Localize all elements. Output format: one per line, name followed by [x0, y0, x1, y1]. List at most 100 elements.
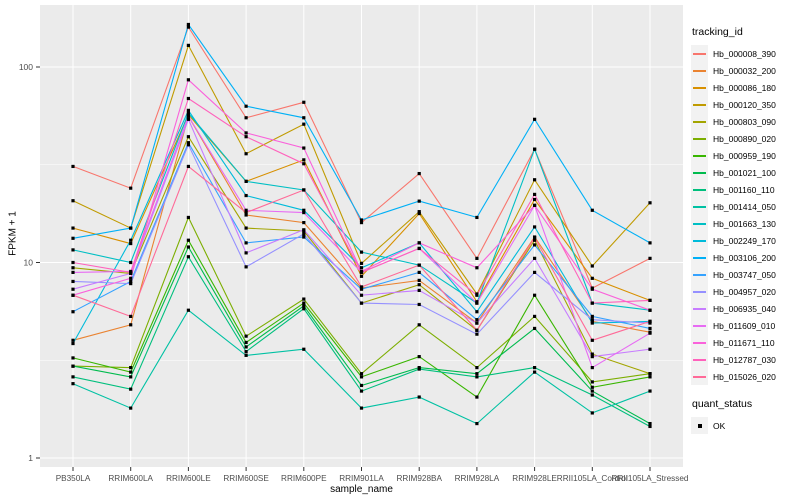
legend-key-box — [691, 215, 708, 232]
data-point — [244, 135, 248, 139]
data-point — [71, 341, 75, 346]
legend-item: Hb_000032_200 — [691, 62, 799, 79]
legend-line-swatch-icon — [693, 188, 706, 191]
plot-canvas: PB350LA RRIM600LA RRIM600LE RRIM600SE RRIM60… — [19, 5, 689, 483]
legend-item: Hb_006935_040 — [691, 300, 799, 317]
legend-key-box — [691, 198, 708, 215]
data-point — [475, 215, 479, 220]
data-point — [359, 301, 364, 305]
x-tick-label: RRIM600SE — [223, 474, 269, 483]
legend-item: Hb_003747_050 — [691, 266, 799, 283]
data-point — [244, 193, 248, 198]
data-point — [475, 293, 479, 297]
data-point — [648, 256, 652, 260]
data-point — [417, 395, 421, 399]
data-point — [186, 238, 190, 242]
data-point — [533, 293, 537, 297]
data-point — [359, 266, 364, 270]
data-point — [244, 251, 248, 255]
data-point — [590, 389, 594, 393]
data-point — [244, 345, 248, 349]
legend-key-box — [691, 266, 708, 283]
data-point — [533, 147, 537, 151]
legend-item-label: Hb_001160_110 — [713, 184, 775, 195]
x-tick-label: RRIM600PE — [281, 474, 327, 483]
data-point — [129, 270, 133, 274]
data-point — [590, 355, 594, 359]
data-point — [533, 370, 537, 374]
data-point — [533, 197, 537, 202]
data-point — [71, 293, 75, 297]
legend-title-tracking-id: tracking_id — [692, 26, 743, 38]
data-point — [129, 387, 133, 391]
data-point — [302, 304, 306, 308]
legend-key-box — [691, 113, 708, 130]
y-tick-label: 1 — [28, 453, 33, 463]
data-point — [129, 366, 133, 370]
data-point — [302, 158, 306, 162]
data-point — [186, 135, 190, 139]
data-point — [475, 328, 479, 332]
legend-items: Hb_000008_390 Hb_000032_200 Hb_000086_180 H… — [691, 45, 799, 385]
legend-line-swatch-icon — [693, 120, 706, 123]
x-tick-label: RRIM901LA — [339, 474, 384, 483]
legend-item-label: Hb_012787_030 — [713, 354, 776, 365]
data-point — [417, 288, 421, 292]
data-point — [186, 25, 190, 29]
x-tick-label: RRIM600LE — [166, 474, 211, 483]
legend-line-swatch-icon — [693, 375, 706, 378]
legend-key-box — [691, 164, 708, 181]
legend-item-label: Hb_001414_050 — [713, 201, 776, 212]
data-point — [71, 382, 75, 386]
legend-item: Hb_000120_350 — [691, 96, 799, 113]
data-point — [186, 22, 190, 27]
legend-line-swatch-icon — [693, 222, 706, 225]
data-point — [475, 332, 479, 336]
data-point — [417, 241, 421, 245]
data-point — [129, 186, 133, 190]
data-point — [648, 421, 652, 426]
square-point-icon — [697, 423, 702, 428]
data-point — [302, 235, 306, 239]
legend-item-label: Hb_000120_350 — [713, 99, 776, 110]
data-point — [71, 279, 75, 284]
data-point — [590, 264, 594, 268]
data-point — [533, 236, 537, 240]
data-point — [244, 104, 248, 108]
data-point — [359, 389, 364, 393]
legend-item-label: Hb_000086_180 — [713, 82, 776, 93]
legend-item-label: Hb_000803_090 — [713, 116, 776, 127]
data-point — [302, 220, 306, 225]
data-point — [244, 208, 248, 212]
data-point — [590, 208, 594, 212]
legend-key-box — [691, 96, 708, 113]
data-point — [533, 256, 537, 260]
data-point — [129, 323, 133, 327]
data-point — [186, 141, 190, 145]
data-point — [71, 338, 75, 342]
data-point — [533, 243, 537, 247]
data-point — [590, 411, 594, 415]
data-point — [533, 203, 537, 207]
data-point — [359, 406, 364, 410]
data-point — [590, 380, 594, 384]
legend-line-swatch-icon — [693, 137, 706, 140]
data-point — [590, 385, 594, 389]
data-point — [590, 352, 594, 356]
data-point — [475, 395, 479, 399]
legend-item: Hb_000008_390 — [691, 45, 799, 62]
data-point — [590, 321, 594, 325]
data-point — [417, 270, 421, 274]
legend-line-swatch-icon — [693, 307, 706, 310]
data-point — [302, 146, 306, 150]
data-point — [244, 340, 248, 345]
data-point — [71, 248, 75, 252]
data-point — [302, 122, 306, 126]
data-point — [359, 261, 364, 265]
data-point — [71, 164, 75, 169]
data-point — [590, 393, 594, 397]
data-point — [648, 347, 652, 351]
data-point — [533, 366, 537, 370]
legend-line-swatch-icon — [693, 239, 706, 242]
